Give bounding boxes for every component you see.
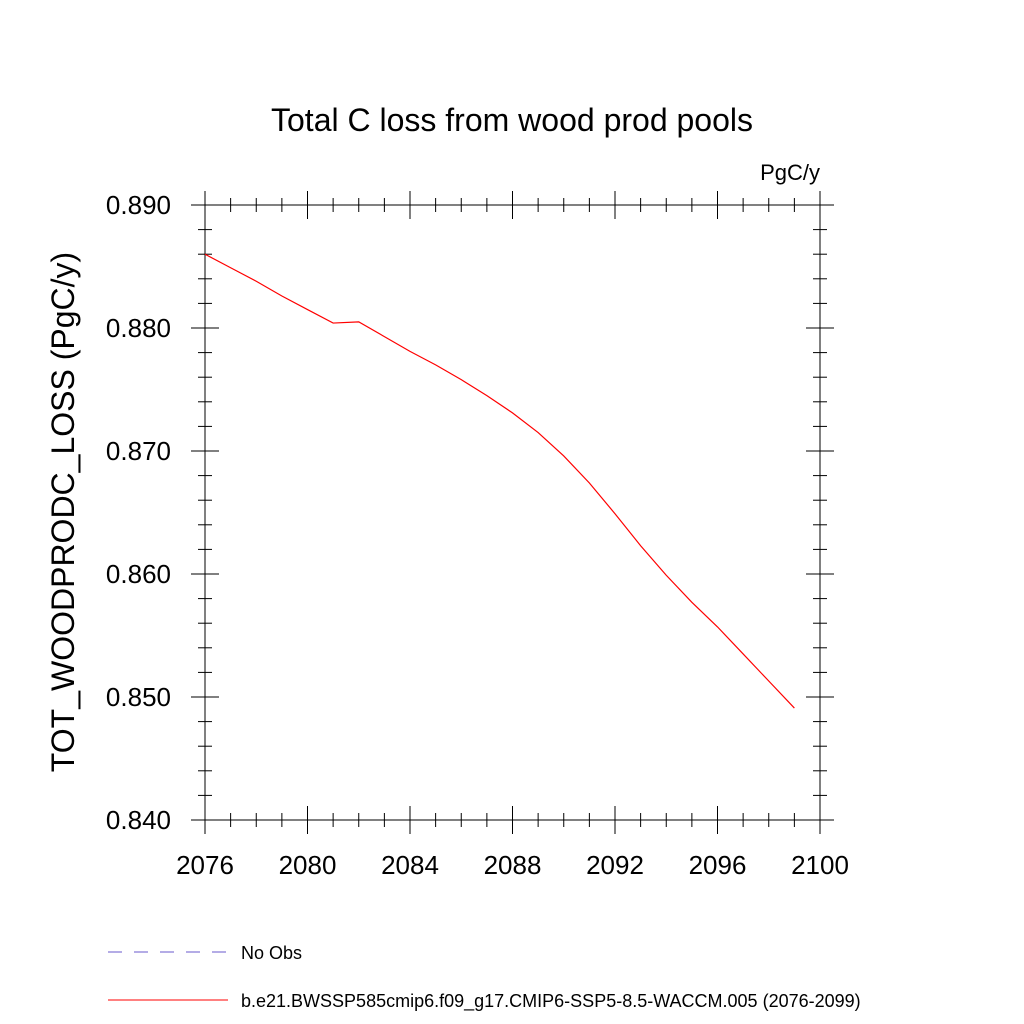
legend-label-1: b.e21.BWSSP585cmip6.f09_g17.CMIP6-SSP5-8…	[241, 991, 861, 1012]
x-tick-label: 2096	[689, 850, 747, 880]
axis-ticks	[191, 191, 834, 834]
units-label: PgC/y	[760, 160, 820, 185]
series-line-1	[204, 253, 795, 709]
y-tick-label: 0.860	[106, 559, 171, 589]
x-tick-label: 2100	[791, 850, 849, 880]
y-tick-label: 0.890	[106, 190, 171, 220]
x-tick-label: 2080	[279, 850, 337, 880]
x-tick-label: 2076	[176, 850, 234, 880]
y-tick-label: 0.880	[106, 313, 171, 343]
legend: No Obs b.e21.BWSSP585cmip6.f09_g17.CMIP6-…	[108, 943, 861, 1012]
y-axis-label: TOT_WOODPRODC_LOSS (PgC/y)	[45, 252, 81, 772]
y-tick-label: 0.840	[106, 805, 171, 835]
x-tick-label: 2084	[381, 850, 439, 880]
chart-title: Total C loss from wood prod pools	[271, 102, 753, 138]
series-layer	[204, 253, 795, 709]
plot-area-frame	[204, 204, 821, 821]
x-tick-label: 2092	[586, 850, 644, 880]
legend-label-0: No Obs	[241, 943, 302, 963]
x-tick-label: 2088	[484, 850, 542, 880]
axis-tick-labels: 2076 2080 2084 2088 2092 2096 2100 0.840 0.850 0.…	[106, 190, 849, 880]
y-tick-label: 0.870	[106, 436, 171, 466]
y-tick-label: 0.850	[106, 682, 171, 712]
